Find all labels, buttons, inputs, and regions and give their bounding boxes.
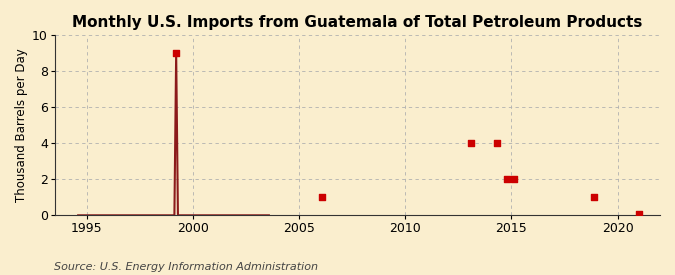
Point <box>508 177 519 182</box>
Point <box>317 195 328 199</box>
Text: Source: U.S. Energy Information Administration: Source: U.S. Energy Information Administ… <box>54 262 318 272</box>
Point <box>502 177 512 182</box>
Point <box>171 51 182 56</box>
Point <box>633 212 644 217</box>
Point <box>491 141 502 145</box>
Title: Monthly U.S. Imports from Guatemala of Total Petroleum Products: Monthly U.S. Imports from Guatemala of T… <box>72 15 643 30</box>
Point <box>589 195 599 199</box>
Point <box>466 141 477 145</box>
Y-axis label: Thousand Barrels per Day: Thousand Barrels per Day <box>15 48 28 202</box>
